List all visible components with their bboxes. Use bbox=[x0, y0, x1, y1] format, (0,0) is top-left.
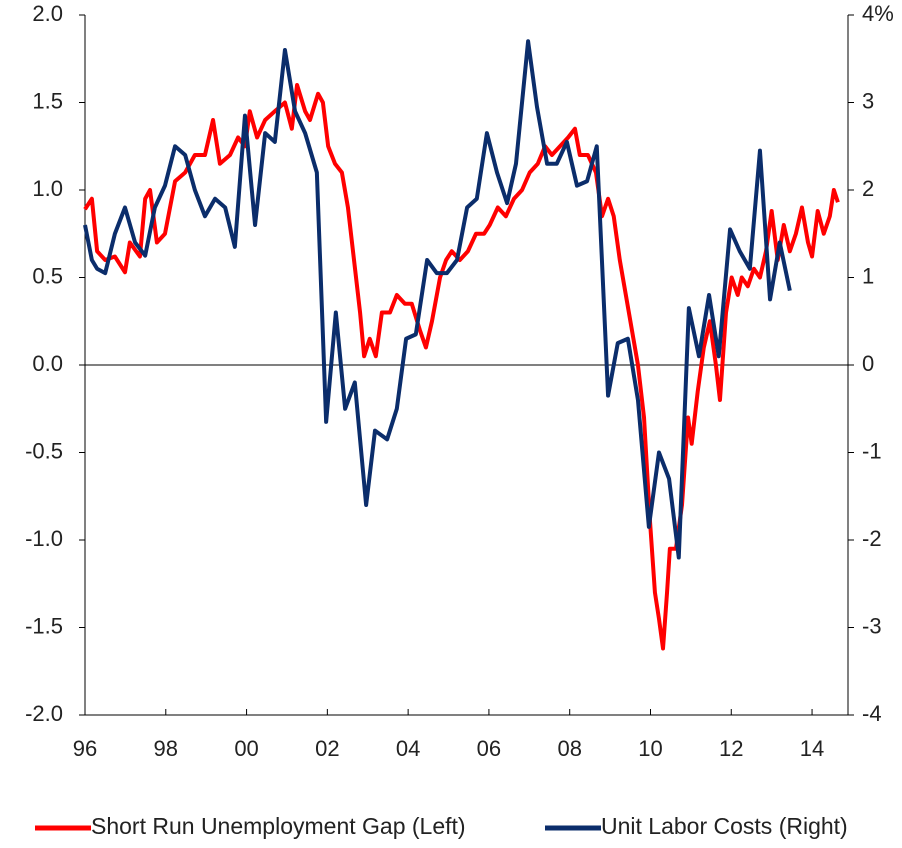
y2-tick-label: -4 bbox=[862, 701, 882, 726]
series-line bbox=[83, 39, 792, 560]
y-tick-label: -1.0 bbox=[25, 526, 63, 551]
x-tick-label: 02 bbox=[315, 736, 339, 761]
y2-tick-label: -3 bbox=[862, 613, 882, 638]
y2-tick-label: -2 bbox=[862, 526, 882, 551]
y-tick-label: -2.0 bbox=[25, 701, 63, 726]
x-tick-label: 10 bbox=[638, 736, 662, 761]
y-tick-label: 1.5 bbox=[32, 88, 63, 113]
y-tick-label: -1.5 bbox=[25, 613, 63, 638]
y-tick-label: 1.0 bbox=[32, 176, 63, 201]
y2-tick-label: 0 bbox=[862, 351, 874, 376]
x-tick-label: 12 bbox=[719, 736, 743, 761]
y2-tick-label: -1 bbox=[862, 438, 882, 463]
series-line bbox=[83, 83, 840, 651]
x-tick-label: 98 bbox=[154, 736, 178, 761]
y-tick-label: 2.0 bbox=[32, 1, 63, 26]
x-tick-label: 96 bbox=[73, 736, 97, 761]
x-tick-label: 00 bbox=[234, 736, 258, 761]
x-tick-label: 04 bbox=[396, 736, 420, 761]
y-tick-label: -0.5 bbox=[25, 438, 63, 463]
y2-tick-label: 1 bbox=[862, 263, 874, 288]
x-tick-label: 06 bbox=[477, 736, 501, 761]
y2-tick-label: 3 bbox=[862, 88, 874, 113]
y-tick-label: 0.0 bbox=[32, 351, 63, 376]
legend-label: Short Run Unemployment Gap (Left) bbox=[91, 813, 466, 839]
x-tick-label: 08 bbox=[557, 736, 581, 761]
x-tick-label: 14 bbox=[800, 736, 824, 761]
y2-tick-label: 4% bbox=[862, 1, 894, 26]
y-tick-label: 0.5 bbox=[32, 263, 63, 288]
y2-tick-label: 2 bbox=[862, 176, 874, 201]
legend-label: Unit Labor Costs (Right) bbox=[601, 813, 848, 839]
